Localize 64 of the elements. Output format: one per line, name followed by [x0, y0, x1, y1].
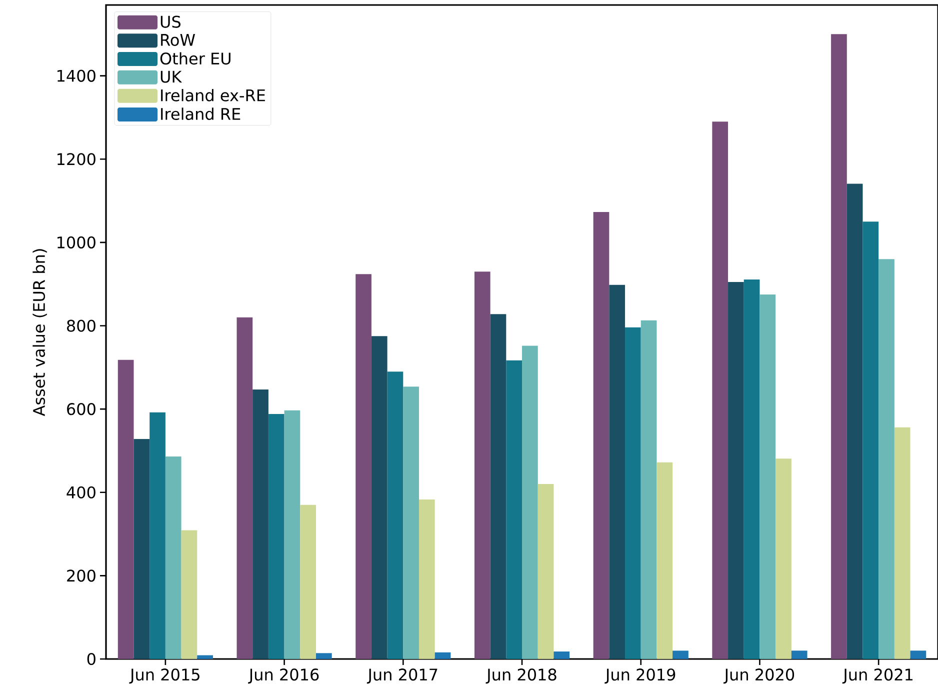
bar	[760, 294, 776, 659]
x-tick-label: Jun 2016	[248, 668, 319, 684]
bar	[118, 360, 134, 659]
bar	[554, 652, 570, 659]
bar	[300, 504, 316, 659]
y-tick-label: 800	[67, 320, 96, 332]
bar	[656, 462, 673, 659]
bar	[284, 410, 300, 659]
bar	[356, 274, 372, 659]
legend-label: Ireland RE	[161, 108, 240, 120]
bar	[181, 530, 198, 659]
bar	[878, 259, 894, 659]
y-axis-title: Asset value (EUR bn)	[32, 249, 47, 416]
bar	[474, 272, 490, 659]
legend-label: Other EU	[160, 52, 230, 65]
bar	[728, 282, 744, 659]
bar	[712, 122, 728, 659]
x-tick-label: Jun 2019	[604, 668, 676, 684]
bar	[371, 336, 388, 659]
legend-label: UK	[160, 70, 182, 83]
bar	[268, 414, 284, 659]
bar	[403, 386, 419, 659]
y-tick-label: 1000	[58, 236, 96, 248]
bar	[846, 184, 863, 659]
bar	[831, 34, 847, 659]
bar	[165, 456, 182, 659]
bar	[252, 389, 268, 659]
bar	[791, 650, 808, 659]
bar	[197, 655, 213, 659]
bar	[625, 327, 641, 659]
bar	[609, 284, 626, 659]
y-tick-label: 1400	[58, 70, 96, 82]
y-tick-label: 1200	[58, 153, 96, 166]
bar	[744, 280, 760, 659]
bar	[150, 412, 166, 659]
bar	[316, 653, 332, 659]
bar	[593, 212, 610, 659]
legend-label: US	[160, 16, 180, 28]
x-tick-label: Jun 2017	[366, 668, 438, 684]
legend-label: RoW	[161, 34, 195, 46]
x-tick-label: Jun 2015	[129, 668, 200, 684]
bar	[134, 439, 150, 659]
bar	[910, 650, 926, 659]
bar	[522, 346, 538, 659]
bar	[418, 499, 435, 659]
bar	[672, 650, 688, 659]
x-tick-label: Jun 2021	[842, 668, 912, 684]
bar	[894, 427, 910, 659]
y-tick-label: 600	[67, 403, 96, 416]
bar	[387, 372, 404, 659]
legend-label: Ireland ex-RE	[161, 88, 265, 102]
x-tick-label: Jun 2020	[723, 668, 794, 684]
bar	[506, 360, 522, 659]
bar	[538, 484, 554, 659]
bar	[490, 314, 506, 659]
y-tick-label: 0	[87, 652, 96, 666]
bar	[862, 222, 879, 659]
y-tick-label: 400	[66, 486, 96, 498]
bar	[640, 320, 657, 659]
bar	[776, 458, 792, 659]
bar	[236, 317, 253, 659]
y-tick-label: 200	[67, 570, 96, 582]
x-tick-label: Jun 2018	[486, 668, 556, 684]
bar	[434, 652, 451, 659]
